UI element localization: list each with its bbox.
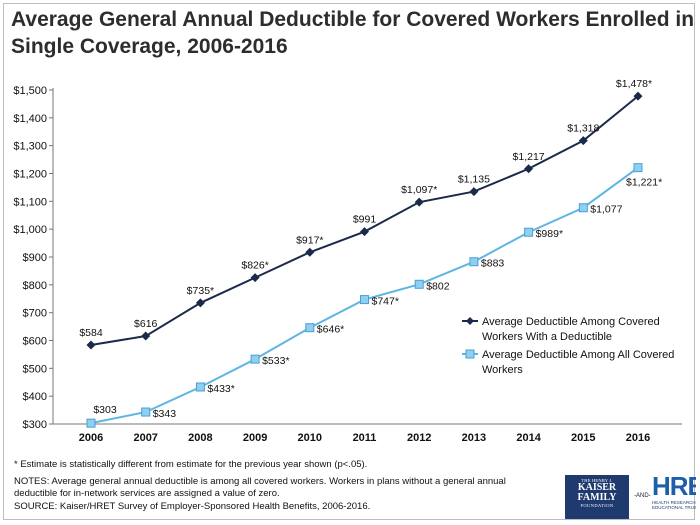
data-label: $883 <box>481 258 505 270</box>
y-tick-label: $1,400 <box>13 113 47 125</box>
hret-logo-sub-2: EDUCATIONAL TRUST <box>652 505 696 510</box>
data-label: $1,217 <box>513 151 545 163</box>
data-point-square <box>360 295 369 305</box>
y-tick-label: $700 <box>23 308 47 320</box>
x-tick-label: 2011 <box>353 432 377 444</box>
data-label: $826* <box>241 260 268 272</box>
line-chart: $300 $400 $500 $600 $700 $800 $900 $1,000 $1,100… <box>13 78 682 444</box>
y-tick-label: $1,000 <box>13 224 47 236</box>
chart-notes: * Estimate is statistically different fr… <box>14 459 534 513</box>
data-label: $1,135 <box>458 174 490 186</box>
data-labels: $584 $616 $735* $826* $917* $991 $1,097* $1,135… <box>79 78 662 420</box>
kff-logo-bottom: FOUNDATION <box>580 503 614 508</box>
x-tick-label: 2015 <box>571 432 595 444</box>
data-point-diamond <box>524 164 534 174</box>
data-point-square <box>86 418 96 428</box>
y-tick-label: $1,500 <box>13 85 47 97</box>
x-tick-label: 2009 <box>243 432 267 444</box>
y-tick-label: $300 <box>23 419 47 431</box>
data-label: $1,318 <box>567 123 599 135</box>
notes-line-1: NOTES: Average general annual deductible… <box>14 475 506 487</box>
logo-and-text: -AND- <box>634 493 651 499</box>
y-tick-label: $500 <box>23 363 47 375</box>
x-tick-label: 2012 <box>407 432 431 444</box>
data-label: $1,221* <box>626 177 662 189</box>
legend-label: Average Deductible Among All Covered <box>482 349 674 361</box>
y-tick-label: $1,300 <box>13 141 47 153</box>
data-label: $433* <box>207 383 234 395</box>
x-tick-label: 2016 <box>626 432 650 444</box>
data-point-diamond <box>195 298 205 308</box>
data-point-square <box>633 163 643 173</box>
data-label: $533* <box>262 355 289 367</box>
data-label: $735* <box>187 285 214 297</box>
chart-title-line-2: Single Coverage, 2006-2016 <box>11 35 288 58</box>
data-label: $1,097* <box>401 184 437 196</box>
data-label: $991 <box>353 214 377 226</box>
legend-label: Workers With a Deductible <box>482 331 612 343</box>
data-label: $989* <box>536 228 563 240</box>
data-point-diamond <box>414 197 424 207</box>
data-label: $343 <box>153 408 177 420</box>
data-point-diamond <box>633 91 643 101</box>
legend-square-marker <box>465 349 475 359</box>
x-tick-label: 2008 <box>188 432 212 444</box>
data-point-diamond <box>305 247 315 257</box>
footnote: * Estimate is statistically different fr… <box>14 459 368 470</box>
source-note: SOURCE: Kaiser/HRET Survey of Employer-S… <box>14 500 371 512</box>
hret-logo-text: HRET <box>652 472 696 501</box>
data-point-square <box>195 382 205 392</box>
kff-logo-top: THE HENRY J. <box>581 478 613 483</box>
legend-label: Average Deductible Among Covered <box>482 316 660 328</box>
data-point-diamond <box>250 273 260 283</box>
data-label: $747* <box>372 296 399 308</box>
y-tick-label: $600 <box>23 336 47 348</box>
data-label: $303 <box>93 404 117 416</box>
x-tick-label: 2006 <box>79 432 103 444</box>
data-label: $584 <box>79 327 103 339</box>
data-point-diamond <box>578 136 588 146</box>
series-markers <box>86 91 643 428</box>
data-point-diamond <box>86 340 96 350</box>
kff-logo: THE HENRY J. KAISER FAMILY FOUNDATION <box>565 475 629 519</box>
chart-title: Average General Annual Deductible for Co… <box>11 6 695 60</box>
y-tick-label: $800 <box>23 280 47 292</box>
legend-label: Workers <box>482 364 523 376</box>
y-tick-label: $1,100 <box>13 196 47 208</box>
chart-axes: $300 $400 $500 $600 $700 $800 $900 $1,000 $1,100… <box>13 85 682 444</box>
data-point-diamond <box>360 227 369 237</box>
data-point-square <box>414 279 424 289</box>
hret-logo-sub-1: HEALTH RESEARCH & <box>652 500 696 505</box>
notes-line-2: deductible for in-network services are a… <box>14 488 280 499</box>
data-point-diamond <box>141 331 151 341</box>
data-point-square <box>305 323 315 333</box>
data-label: $1,478* <box>616 78 652 90</box>
data-label: $616 <box>134 318 158 330</box>
chart-legend: Average Deductible Among Covered Workers … <box>462 316 674 376</box>
x-tick-label: 2010 <box>298 432 322 444</box>
legend-diamond-marker <box>466 317 474 325</box>
chart-frame <box>3 3 695 520</box>
y-tick-label: $900 <box>23 252 47 264</box>
x-tick-label: 2013 <box>462 432 486 444</box>
data-point-diamond <box>469 187 479 197</box>
x-tick-label: 2014 <box>516 432 541 444</box>
data-point-square <box>524 227 534 237</box>
hret-logo: HRET HEALTH RESEARCH & EDUCATIONAL TRUST <box>652 472 696 520</box>
data-point-square <box>141 407 151 417</box>
x-tick-label: 2007 <box>133 432 157 444</box>
kff-logo-line-2: FAMILY <box>577 492 617 503</box>
chart-title-line-1: Average General Annual Deductible for Co… <box>11 8 695 31</box>
data-label: $917* <box>296 234 323 246</box>
data-point-square <box>578 203 588 213</box>
series-lines <box>90 95 639 425</box>
data-point-square <box>250 354 260 364</box>
kff-logo-line-1: KAISER <box>577 482 617 493</box>
data-point-square <box>469 257 479 267</box>
data-label: $1,077 <box>590 204 622 216</box>
y-tick-label: $400 <box>23 391 47 403</box>
y-tick-label: $1,200 <box>13 169 47 181</box>
data-label: $802 <box>426 280 450 292</box>
data-label: $646* <box>317 324 344 336</box>
